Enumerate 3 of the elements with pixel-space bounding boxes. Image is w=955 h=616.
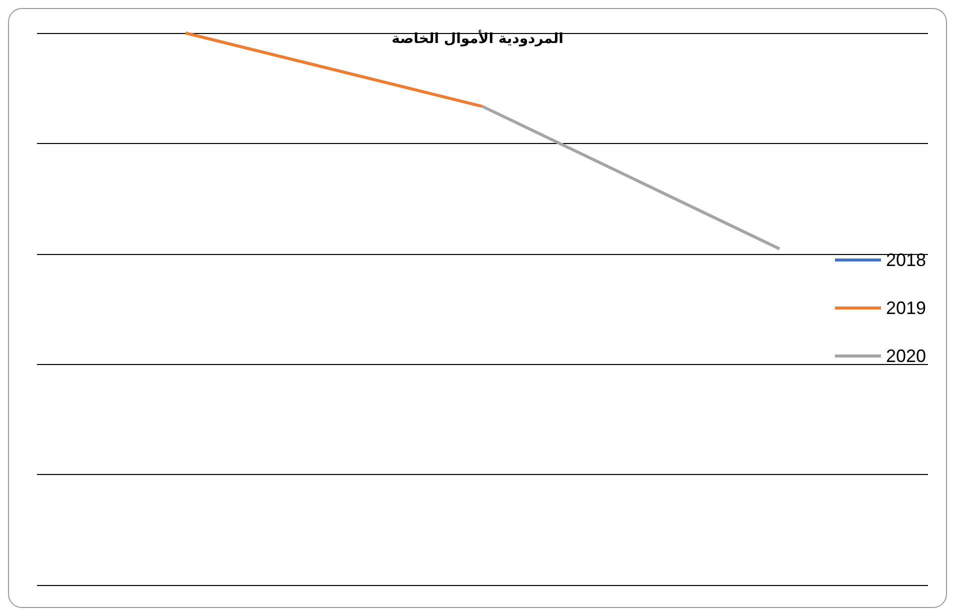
legend-label: 2019: [886, 298, 926, 318]
legend-label: 2020: [886, 346, 926, 366]
chart-title: المردودية الأموال الخاصة: [392, 29, 564, 47]
